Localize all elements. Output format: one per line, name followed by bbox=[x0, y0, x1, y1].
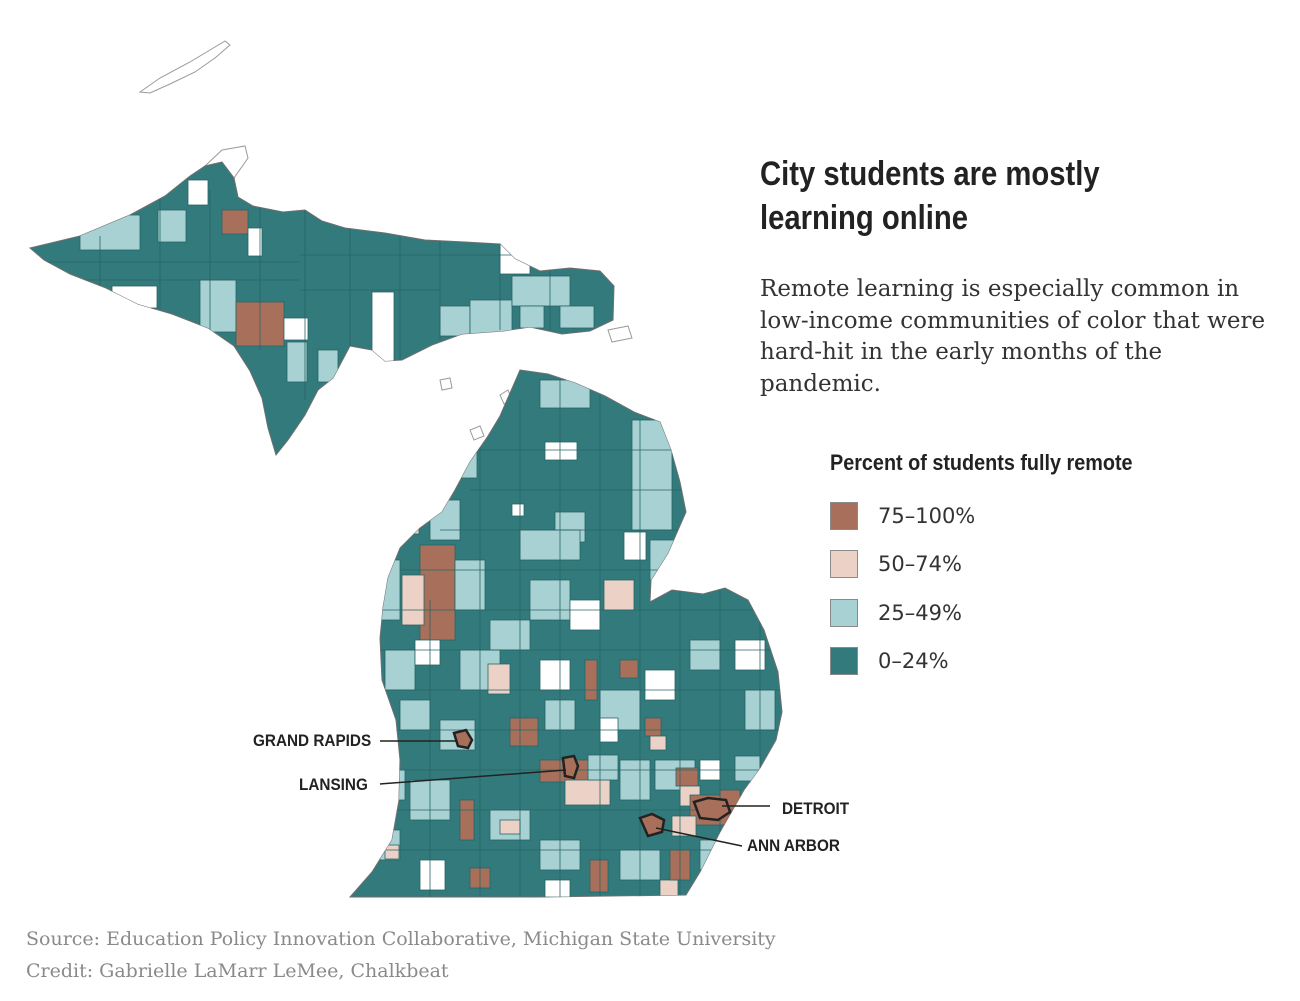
chart-title: City students are mostly learning online bbox=[760, 155, 1100, 237]
legend-label: 50–74% bbox=[878, 552, 962, 576]
legend-label: 0–24% bbox=[878, 649, 949, 673]
lansing-outline bbox=[561, 754, 580, 780]
city-leader-lines bbox=[379, 740, 770, 847]
legend-swatch bbox=[830, 647, 858, 675]
city-label-ann-arbor: ANN ARBOR bbox=[747, 836, 840, 855]
city-label-detroit: DETROIT bbox=[782, 799, 850, 818]
city-label-lansing: LANSING bbox=[299, 775, 368, 794]
detroit-outline bbox=[692, 796, 732, 822]
chart-subtitle: Remote learning is especially common in … bbox=[760, 276, 1266, 397]
credit-note: Credit: Gabrielle LaMarr LeMee, Chalkbea… bbox=[26, 960, 449, 982]
legend-label: 75–100% bbox=[878, 504, 976, 528]
source-note: Source: Education Policy Innovation Coll… bbox=[26, 928, 776, 950]
legend-swatch bbox=[830, 550, 858, 578]
legend-label: 25–49% bbox=[878, 601, 962, 625]
legend-swatch bbox=[830, 502, 858, 530]
isle-royale bbox=[138, 40, 231, 94]
legend-title: Percent of students fully remote bbox=[830, 450, 1133, 475]
legend-swatch bbox=[830, 599, 858, 627]
city-label-grand-rapids: GRAND RAPIDS bbox=[253, 731, 372, 750]
ann-arbor-outline bbox=[638, 812, 666, 838]
grand-rapids-outline bbox=[452, 728, 474, 750]
